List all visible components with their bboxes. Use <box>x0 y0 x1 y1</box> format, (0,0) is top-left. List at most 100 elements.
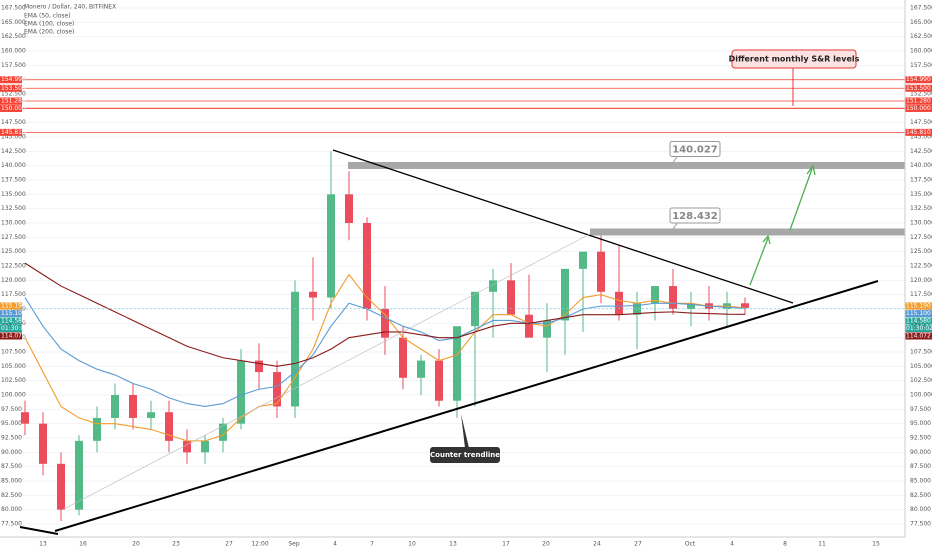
candle-body <box>165 412 173 441</box>
y-tick-label-left: 142.500 <box>1 148 26 155</box>
candle-body <box>21 412 29 424</box>
x-tick-label: 20 <box>542 541 550 548</box>
candle-body <box>183 440 191 453</box>
y-tick-label-left: 107.500 <box>1 349 26 356</box>
y-tick-label: 157.500 <box>910 62 932 69</box>
countdown-label: 01:30:02 <box>1 325 28 332</box>
x-tick-label: 8 <box>783 541 787 548</box>
callout-box <box>669 207 721 224</box>
y-tick-label-left: 157.500 <box>1 62 26 69</box>
x-tick-label: 10 <box>408 541 416 548</box>
y-tick-label: 82.500 <box>910 492 931 499</box>
candle-body <box>345 194 353 223</box>
x-tick-label: Sep <box>288 541 300 548</box>
level-tag <box>0 84 22 92</box>
candle-body <box>543 320 551 338</box>
price-tag-label: 114.072 <box>1 333 26 340</box>
y-tick-label-left: 160.000 <box>1 48 26 55</box>
y-tick-label-left: 97.500 <box>1 406 22 413</box>
y-tick-label: 107.500 <box>910 349 932 356</box>
ema-line <box>24 273 746 442</box>
price-tag-label: 115.190 <box>906 303 931 310</box>
y-tick-label: 85.000 <box>910 478 931 485</box>
y-tick-label: 90.000 <box>910 449 931 456</box>
candle-body <box>561 268 569 321</box>
y-tick-label-left: 100.000 <box>1 392 26 399</box>
price-tag-label: 114.580 <box>906 318 931 325</box>
candle-body <box>255 360 263 373</box>
y-tick-label: 97.500 <box>910 406 931 413</box>
chart-title: Monero / Dollar, 240, BITFINEX <box>24 4 116 11</box>
y-tick-label: 120.000 <box>910 277 932 284</box>
candle-body <box>453 326 461 401</box>
arrows <box>749 164 816 286</box>
y-tick-label: 137.500 <box>910 177 932 184</box>
candle-body <box>273 372 281 407</box>
y-tick-label: 162.500 <box>910 33 932 40</box>
upper-trendline <box>332 149 794 304</box>
y-tick-label-left: 120.000 <box>1 277 26 284</box>
x-tick-label: 4 <box>333 541 337 548</box>
price-tag <box>905 332 932 340</box>
x-tick-label: 16 <box>79 541 87 548</box>
y-tick-label-left: 125.000 <box>1 248 26 255</box>
candle-body <box>507 280 515 315</box>
lower-trendline <box>54 280 879 532</box>
y-tick-label: 140.000 <box>910 162 932 169</box>
y-tick-label-left: 85.000 <box>1 478 22 485</box>
countdown-tag <box>905 325 932 332</box>
y-tick-label: 92.500 <box>910 435 931 442</box>
y-tick-label-left: 90.000 <box>1 449 22 456</box>
level-tag-label: 145.810 <box>1 129 26 136</box>
level-tag <box>0 76 22 84</box>
level-tag-label: 151.280 <box>1 97 26 104</box>
countdown-label: 01:30:02 <box>906 325 932 332</box>
y-tick-label-left: 137.500 <box>1 177 26 184</box>
y-tick-label-left: 102.500 <box>1 377 26 384</box>
level-tag-label: 153.500 <box>906 85 931 92</box>
level-tag <box>905 97 932 105</box>
y-tick-label-left: 140.000 <box>1 162 26 169</box>
price-tag <box>905 317 932 325</box>
callout-trend: Counter trendline <box>430 414 500 463</box>
x-tick-label: 13 <box>449 541 457 548</box>
candle-body <box>201 440 209 453</box>
base-line <box>19 526 59 535</box>
y-tick-label-left: 162.500 <box>1 33 26 40</box>
y-tick-label-left: 80.000 <box>1 506 22 513</box>
candle-body <box>579 251 587 269</box>
level-tag <box>905 128 932 136</box>
price-tag <box>0 310 22 317</box>
y-tick-label-left: 167.500 <box>1 5 26 12</box>
candle-body <box>327 194 335 298</box>
y-tick-label: 127.500 <box>910 234 932 241</box>
y-tick-label: 105.000 <box>910 363 932 370</box>
y-tick-label-left: 165.000 <box>1 19 26 26</box>
countdown-tag <box>0 325 22 332</box>
x-tick-label: 27 <box>225 541 233 548</box>
ema-line <box>24 297 746 408</box>
candle-body <box>435 360 443 401</box>
price-tag <box>905 310 932 317</box>
candle-body <box>75 440 83 510</box>
y-tick-label-left: 145.000 <box>1 134 26 141</box>
y-tick-label-left: 95.000 <box>1 420 22 427</box>
x-tick-label: 13 <box>39 541 47 548</box>
candle-body <box>57 463 65 510</box>
y-tick-label: 87.500 <box>910 463 931 470</box>
y-tick-label: 160.000 <box>910 48 932 55</box>
y-tick-label-left: 132.500 <box>1 205 26 212</box>
y-tick-label: 102.500 <box>910 377 932 384</box>
candle-body <box>471 291 479 327</box>
y-tick-label-left: 82.500 <box>1 492 22 499</box>
x-tick-label: 7 <box>370 541 374 548</box>
y-tick-label: 100.000 <box>910 392 932 399</box>
level-tag-label: 154.990 <box>906 76 931 83</box>
y-tick-label-left: 127.500 <box>1 234 26 241</box>
y-tick-label-left: 122.500 <box>1 263 26 270</box>
y-tick-label: 147.500 <box>910 119 932 126</box>
y-tick-label: 165.000 <box>910 19 932 26</box>
candle-body <box>687 303 695 309</box>
candle-body <box>741 303 749 308</box>
